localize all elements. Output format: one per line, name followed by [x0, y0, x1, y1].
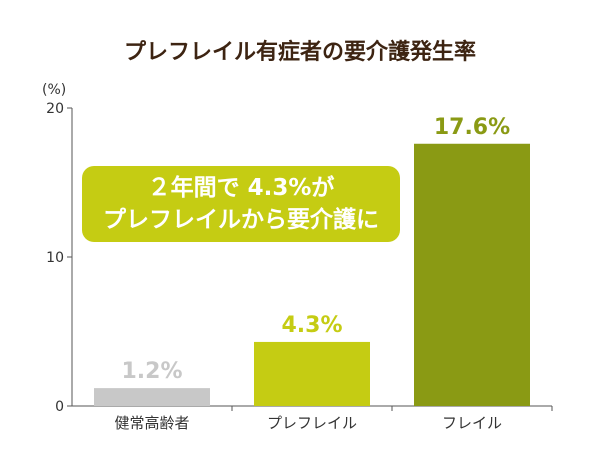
data-label-3: 17.6% [434, 115, 510, 140]
x-category-label-2: プレフレイル [267, 414, 357, 432]
chart-data-labels: 1.2% 4.3% 17.6% [121, 115, 510, 384]
bar-2 [254, 341, 370, 406]
bar-1 [94, 388, 210, 406]
y-axis-unit-label: (%) [42, 82, 67, 98]
x-category-label-1: 健常高齢者 [114, 414, 189, 432]
data-label-1: 1.2% [121, 359, 182, 384]
y-tick-label: 10 [46, 250, 64, 266]
callout-box: ２年間で 4.3%が プレフレイルから要介護に [82, 166, 400, 242]
y-tick-label: 20 [46, 101, 64, 117]
chart-axes: 0 10 20 健常高齢者 プレフレイル フレイル [46, 101, 553, 432]
callout-line-1: ２年間で 4.3%が [147, 175, 335, 201]
data-label-2: 4.3% [281, 313, 342, 338]
callout-line-2: プレフレイルから要介護に [103, 207, 379, 233]
chart-title: プレフレイル有症者の要介護発生率 [123, 40, 476, 65]
chart-bars [94, 143, 530, 406]
y-tick-label: 0 [55, 399, 64, 415]
x-category-label-3: フレイル [442, 414, 502, 432]
bar-3 [414, 143, 530, 406]
